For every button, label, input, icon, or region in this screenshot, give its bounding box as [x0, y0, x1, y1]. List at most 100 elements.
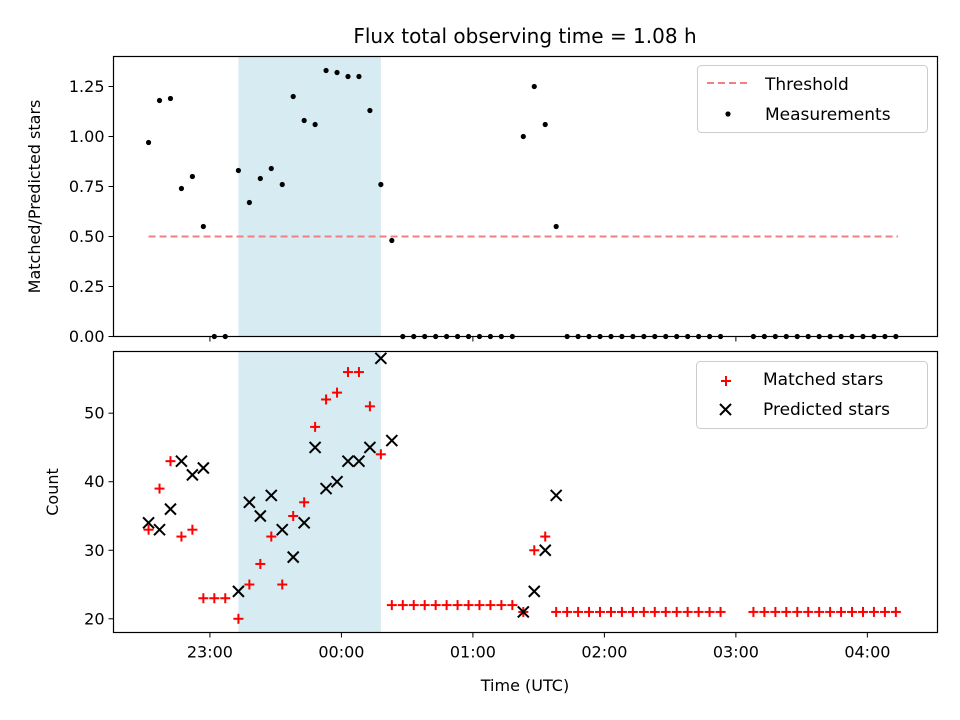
matched-star-point [584, 606, 595, 617]
matched-star-point [660, 606, 671, 617]
x-tick-label: 04:00 [844, 643, 890, 662]
matched-star-point [616, 606, 627, 617]
predicted-star-point [341, 454, 355, 468]
legend-matched-swatch [721, 376, 731, 386]
matched-star-point [266, 531, 277, 542]
matched-star-point [781, 606, 792, 617]
measurement-point [189, 173, 195, 180]
highlight-span-top [238, 56, 381, 337]
measurement-point [301, 117, 307, 124]
matched-star-point [627, 606, 638, 617]
matched-star-point [452, 600, 463, 611]
matched-star-point [277, 579, 288, 590]
matched-star-point [649, 606, 660, 617]
matched-star-point [474, 600, 485, 611]
matched-star-point [605, 606, 616, 617]
matched-star-point [792, 606, 803, 617]
predicted-star-point [286, 550, 300, 564]
matched-star-point [255, 558, 266, 569]
bottom-y-tick-label: 50 [84, 404, 104, 423]
bottom-y-tick-label: 40 [84, 472, 104, 491]
predicted-star-point [363, 441, 377, 454]
measurement-point [279, 181, 285, 188]
matched-star-point [220, 593, 231, 604]
bottom-legend-box [696, 361, 928, 429]
matched-star-point [825, 606, 836, 617]
predicted-star-point [175, 454, 188, 468]
matched-star-point [693, 606, 704, 617]
matched-star-point [342, 367, 353, 378]
top-y-tick-label: 0.50 [69, 227, 105, 246]
matched-star-point [299, 497, 310, 508]
matched-star-point [540, 531, 551, 542]
bottom-y-tick-label: 20 [84, 609, 104, 628]
matched-star-point [332, 387, 343, 398]
top-panel: Flux total observing time = 1.08 h 0.00 0… [25, 24, 939, 346]
top-plot-frame [112, 55, 939, 338]
matched-star-point [165, 456, 176, 467]
matched-star-point [386, 600, 397, 611]
matched-star-point [310, 421, 321, 432]
measurement-point [378, 181, 384, 188]
predicted-star-point [352, 454, 366, 468]
matched-star-point [879, 606, 890, 617]
predicted-star-point [319, 482, 333, 495]
matched-star-point [408, 600, 419, 611]
matched-star-point [759, 606, 770, 617]
measurement-point [167, 95, 174, 102]
x-tick-label: 00:00 [318, 643, 364, 662]
matched-star-point [419, 600, 430, 611]
predicted-star-point [374, 352, 388, 365]
top-y-tick-label: 0.00 [69, 327, 105, 346]
bottom-legend: Matched stars Predicted stars [696, 361, 928, 429]
predicted-star-point [330, 475, 344, 488]
matched-star-point [704, 606, 715, 617]
matched-star-point [682, 606, 693, 617]
top-y-tick-label: 0.75 [69, 177, 105, 196]
matched-star-point [890, 606, 901, 617]
highlight-span-bottom [238, 351, 381, 633]
matched-star-point [397, 600, 408, 611]
top-y-axis-label: Matched/Predicted stars [25, 100, 44, 294]
matched-star-point [375, 449, 386, 460]
predicted-star-point [517, 605, 530, 619]
predicted-star-point [549, 489, 563, 502]
measurement-point [156, 97, 163, 104]
matched-star-point [353, 367, 364, 378]
matched-star-point [573, 606, 584, 617]
bottom-y-axis-label: Count [43, 468, 62, 516]
predicted-star-point [243, 496, 256, 509]
matched-star-point [321, 394, 332, 405]
matched-star-point [187, 524, 198, 535]
matched-star-point [507, 600, 518, 611]
predicted-star-point [276, 523, 289, 536]
matched-star-point [176, 531, 187, 542]
bottom-y-tick-label: 30 [84, 541, 104, 560]
x-tick-label: 01:00 [450, 643, 496, 662]
matched-star-point [857, 606, 868, 617]
matched-star-point [529, 545, 540, 556]
matched-star-point [770, 606, 781, 617]
measurement-point [257, 175, 263, 182]
measurement-point [323, 67, 329, 74]
measurement-point [200, 223, 206, 230]
matched-star-point [814, 606, 825, 617]
matched-star-point [441, 600, 452, 611]
matched-star-point [209, 593, 220, 604]
predicted-star-point [297, 516, 311, 530]
predicted-star-point [153, 523, 166, 536]
matched-star-point [748, 606, 759, 617]
measurement-point [312, 121, 318, 128]
matched-star-point [430, 600, 441, 611]
measurement-point [345, 73, 351, 80]
matched-star-point [715, 606, 726, 617]
matched-star-point [154, 483, 165, 494]
predicted-star-point [385, 434, 399, 447]
legend-matched-label: Matched stars [763, 370, 883, 390]
predicted-star-point [528, 585, 541, 598]
measurement-point [290, 93, 296, 100]
matched-star-point [638, 606, 649, 617]
measurement-point [553, 223, 559, 230]
